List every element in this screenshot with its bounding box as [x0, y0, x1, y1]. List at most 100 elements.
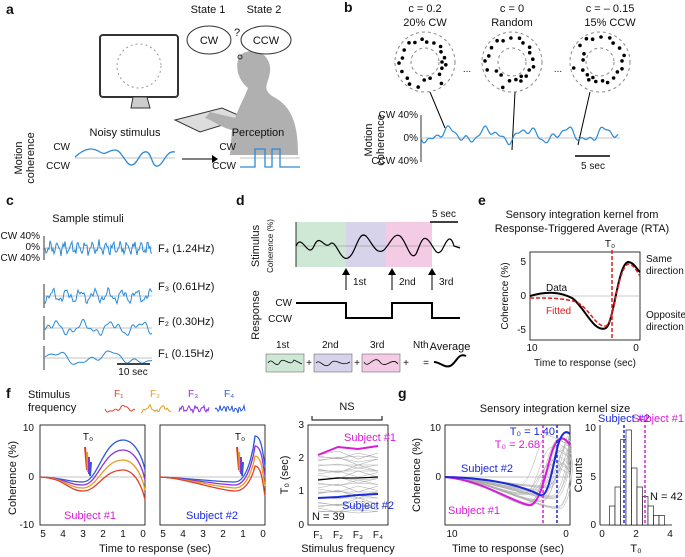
kernel-curve: [444, 447, 571, 497]
plus: +: [403, 358, 409, 369]
y-tick-label: CW 40%: [379, 110, 419, 121]
dot: [622, 53, 626, 58]
y-label: Stimulus: [250, 224, 262, 267]
ellipsis: ...: [463, 64, 471, 75]
state-label: State 2: [247, 4, 282, 16]
dot: [585, 73, 590, 77]
subject-label: Subject #1: [64, 510, 116, 522]
subject-line: [317, 482, 379, 486]
subject-line: [317, 500, 379, 506]
x-tick-label: 0: [563, 529, 569, 540]
axis-label: CCW: [46, 161, 70, 172]
dot: [531, 57, 535, 61]
segment-label: Nth: [413, 340, 429, 351]
plot-frame: [39, 424, 146, 526]
dot: [590, 37, 595, 41]
dot: [501, 39, 505, 43]
response-index: 1st: [353, 277, 367, 288]
x-tick-label: 2: [220, 529, 226, 540]
stimulus-trace: [44, 239, 153, 257]
sig-bracket: [311, 416, 383, 421]
kernel-curve: [159, 465, 266, 497]
subject-label: Subject #2: [186, 510, 238, 522]
y-label: Coherence (%): [7, 441, 19, 515]
x-tick-label: 0: [260, 529, 266, 540]
dot: [432, 41, 436, 45]
average-trace: [433, 354, 467, 368]
dot: [599, 35, 603, 39]
condition: c = 0.2: [408, 3, 441, 15]
subject-line: [317, 470, 379, 480]
x-tick-label: 1: [240, 529, 246, 540]
hist-bar: [653, 515, 660, 526]
x-tick-label: 5: [40, 529, 46, 540]
dot: [527, 50, 532, 55]
legend-entry: F₄: [224, 389, 234, 400]
panel-label: a: [6, 1, 14, 17]
dot: [507, 79, 512, 83]
annotation: direction: [646, 322, 684, 333]
y-tick-label: 10: [430, 423, 442, 434]
segment-trace: [267, 359, 399, 367]
trace-label: F₃ (0.61Hz): [158, 281, 214, 293]
subject-line: [317, 485, 379, 493]
dot: [521, 41, 525, 45]
dot: [527, 45, 532, 49]
stimulus-trace: [44, 318, 153, 336]
dot: [495, 38, 499, 43]
x-tick-label: F₂: [333, 530, 343, 541]
legend-entry: F₁: [114, 389, 124, 400]
x-tick-label: 10: [446, 529, 458, 540]
y-tick-label: 0: [28, 472, 34, 483]
legend-wave: [104, 404, 136, 413]
subject-line: [317, 470, 379, 478]
dot: [420, 37, 424, 41]
summary-lines: [317, 445, 379, 514]
arrow-head: [212, 155, 218, 163]
x-tick-label: 4: [667, 529, 673, 540]
x-label: Time to response (sec): [452, 543, 564, 555]
dot: [615, 70, 620, 74]
dot: [594, 79, 598, 84]
fitted-curve: [529, 263, 641, 327]
dot: [605, 80, 610, 85]
dot: [620, 59, 624, 63]
dot: [531, 65, 536, 69]
x-tick-label: 3: [80, 529, 86, 540]
segment-box: [313, 353, 353, 373]
annotation: Same: [646, 254, 673, 265]
x-tick-label: 3: [200, 529, 206, 540]
dot: [578, 43, 582, 48]
scale-label: 10 sec: [118, 367, 147, 378]
x-label: T₀: [630, 543, 641, 555]
scale-label: 5 sec: [432, 209, 456, 220]
perception-trace: [240, 148, 300, 168]
legend-title: frequency: [28, 402, 77, 414]
t0-label: T₀: [83, 432, 93, 443]
kernel-plots: 5 4 3 2 1 0 5 4 3 2 1 0: [39, 424, 266, 540]
mean-line: [317, 476, 379, 481]
subject-label: Subject #1: [632, 413, 684, 425]
bubble-dot: [237, 54, 243, 60]
subject-line: [317, 445, 379, 456]
ring: [481, 31, 543, 93]
condition-desc: 15% CCW: [584, 17, 636, 29]
axis-label: CW: [219, 142, 236, 153]
axis-label: CW: [275, 298, 292, 309]
stimulus-ring: [116, 43, 162, 89]
kernel-curve: [159, 445, 266, 486]
dot: [591, 75, 595, 80]
x-tick-label: 0: [599, 529, 605, 540]
dot: [611, 41, 615, 45]
subject-label: Subject #1: [344, 432, 396, 444]
panel-e: e Sensory integration kernel from Respon…: [478, 192, 685, 369]
kernel-curve: [444, 431, 571, 497]
hist-bar: [625, 429, 632, 526]
hist-bar: [658, 515, 665, 526]
y-label: Coherence (%): [500, 262, 511, 329]
annotation: Opposite: [646, 310, 685, 321]
dot: [402, 48, 407, 52]
x-label: Time to response (sec): [534, 358, 636, 369]
significance: NS: [339, 401, 354, 413]
